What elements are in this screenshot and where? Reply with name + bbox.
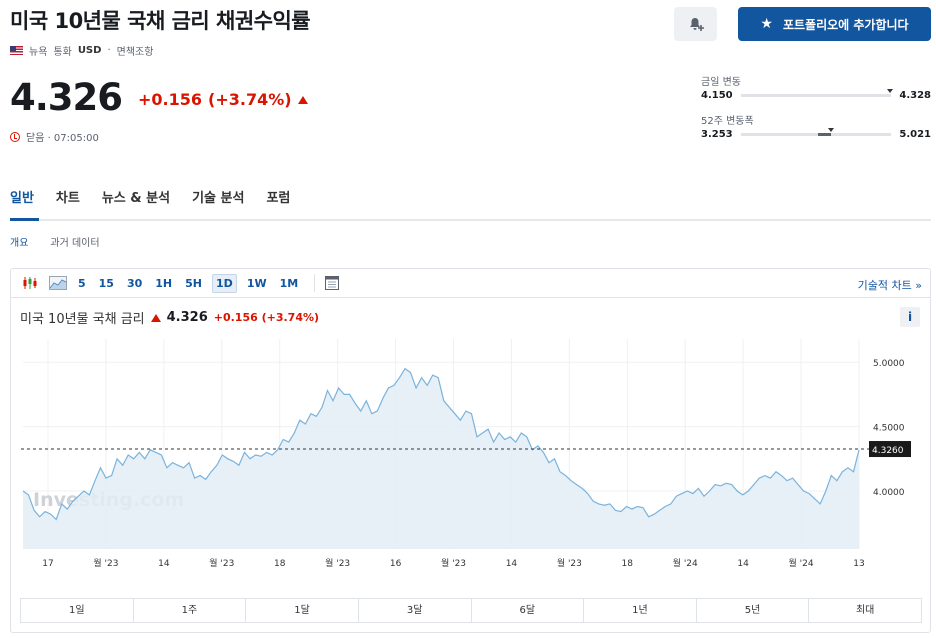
x-tick-label: 14 <box>158 559 170 569</box>
period-5[interactable]: 5 <box>78 276 86 290</box>
subtab-overview[interactable]: 개요 <box>10 238 29 249</box>
technical-chart-link[interactable]: 기술적 차트 » <box>857 279 922 292</box>
create-alert-button[interactable] <box>674 7 717 41</box>
x-tick-label: 월 '24 <box>673 557 698 569</box>
change-value: +0.156 <box>138 90 203 109</box>
range-1w[interactable]: 1주 <box>134 599 247 622</box>
y-tick-label: 5.0000 <box>873 359 905 369</box>
currency-label: 통화 <box>53 47 72 58</box>
x-tick-label: 월 '23 <box>209 557 234 569</box>
week52-range-label: 52주 변동폭 <box>701 116 754 127</box>
subtab-historical-data[interactable]: 과거 데이터 <box>50 238 100 249</box>
range-1d[interactable]: 1일 <box>21 599 134 622</box>
star-icon: ★ <box>760 16 773 32</box>
sub-tabs: 개요 과거 데이터 <box>10 234 100 249</box>
x-tick-label: 18 <box>274 559 286 569</box>
day-range-marker <box>886 89 893 93</box>
range-6m[interactable]: 6달 <box>472 599 585 622</box>
bell-plus-icon <box>689 18 704 31</box>
day-range-label: 금일 변동 <box>701 77 741 88</box>
instrument-meta: 뉴욕 통화 USD · 면책조항 <box>10 43 153 58</box>
week52-range-marker <box>828 128 835 132</box>
x-tick-label: 13 <box>853 559 864 569</box>
currency-value: USD <box>77 45 102 56</box>
tab-forum[interactable]: 포럼 <box>266 191 291 206</box>
x-tick-label: 17 <box>42 559 53 569</box>
tab-chart[interactable]: 차트 <box>55 191 80 206</box>
price-change: +0.156 (+3.74%) <box>138 90 308 109</box>
add-to-portfolio-button[interactable]: ★ 포트폴리오에 추가합니다 <box>738 7 931 41</box>
y-tick-label: 4.5000 <box>873 424 905 434</box>
tab-news-analysis[interactable]: 뉴스 & 분석 <box>101 191 171 206</box>
us-flag-icon <box>10 46 23 55</box>
week52-range-fill <box>817 133 832 136</box>
change-percent: (+3.74%) <box>208 90 292 109</box>
chart-change: +0.156 (+3.74%) <box>213 311 320 324</box>
price-chart[interactable]: 5.00004.50004.0000Investing.com4.326017월… <box>11 269 930 594</box>
day-range: 금일 변동 4.150 4.328 <box>701 73 931 101</box>
week52-range-bar <box>740 128 892 136</box>
day-low: 4.150 <box>701 90 733 101</box>
tabs-divider <box>10 219 931 221</box>
week52-high: 5.021 <box>899 129 931 140</box>
toolbar-separator <box>314 274 316 292</box>
period-1d[interactable]: 1D <box>212 273 237 293</box>
add-to-portfolio-label: 포트폴리오에 추가합니다 <box>782 17 909 32</box>
tab-general[interactable]: 일반 <box>10 191 34 206</box>
price-line <box>22 367 860 521</box>
calendar-icon[interactable] <box>321 273 343 293</box>
clock-icon <box>10 131 20 142</box>
range-1y[interactable]: 1년 <box>584 599 697 622</box>
period-1w[interactable]: 1W <box>246 276 267 290</box>
active-tab-indicator <box>10 218 39 221</box>
current-value-label: 4.3260 <box>872 446 904 456</box>
page-title: 미국 10년물 국채 금리 채권수익률 <box>10 9 311 33</box>
period-5h[interactable]: 5H <box>185 276 203 290</box>
region-label: 뉴욕 <box>29 47 48 58</box>
period-15[interactable]: 15 <box>98 276 114 290</box>
separator: · <box>107 45 111 56</box>
x-tick-label: 18 <box>622 559 634 569</box>
day-range-bar <box>740 89 893 97</box>
x-tick-label: 16 <box>390 559 402 569</box>
candlestick-icon[interactable] <box>19 273 41 293</box>
disclaimer-link[interactable]: 면책조항 <box>116 47 154 58</box>
week52-low: 3.253 <box>701 129 733 140</box>
x-tick-label: 월 '24 <box>789 557 814 569</box>
chart-header: 미국 10년물 국채 금리 4.326 +0.156 (+3.74%) <box>20 308 319 327</box>
current-value-tag <box>869 441 911 458</box>
chart-instrument-name: 미국 10년물 국채 금리 <box>20 312 145 327</box>
x-tick-label: 월 '23 <box>93 557 118 569</box>
day-high: 4.328 <box>899 90 931 101</box>
chart-last-value: 4.326 <box>166 310 208 325</box>
chart-toolbar: 5 15 30 1H 5H 1D 1W 1M 기술적 차트 » <box>11 269 930 298</box>
last-price: 4.326 <box>10 76 123 119</box>
range-selector: 1일 1주 1달 3달 6달 1년 5년 최대 <box>20 598 922 623</box>
main-tabs: 일반 차트 뉴스 & 분석 기술 분석 포럼 <box>10 187 290 206</box>
x-tick-label: 월 '23 <box>557 557 582 569</box>
info-icon[interactable]: i <box>900 307 920 327</box>
period-30[interactable]: 30 <box>126 276 143 290</box>
x-tick-label: 월 '23 <box>441 557 466 569</box>
x-tick-label: 월 '23 <box>325 557 350 569</box>
period-1h[interactable]: 1H <box>155 276 173 290</box>
market-status: 닫음 · 07:05:00 <box>10 129 99 144</box>
range-1m[interactable]: 1달 <box>246 599 359 622</box>
area-fill <box>23 368 859 549</box>
range-5y[interactable]: 5년 <box>697 599 810 622</box>
x-tick-label: 14 <box>506 559 518 569</box>
market-status-text: 닫음 · 07:05:00 <box>26 133 99 144</box>
x-tick-label: 14 <box>737 559 749 569</box>
range-max[interactable]: 최대 <box>855 605 875 616</box>
tab-technical[interactable]: 기술 분석 <box>192 191 245 206</box>
chart-panel: 5 15 30 1H 5H 1D 1W 1M 기술적 차트 » 미국 10년물 … <box>10 268 931 633</box>
week52-range: 52주 변동폭 3.253 5.021 <box>701 112 931 140</box>
area-chart-icon[interactable] <box>47 273 69 293</box>
period-1m[interactable]: 1M <box>279 276 299 290</box>
up-arrow-icon <box>150 313 161 322</box>
range-3m[interactable]: 3달 <box>359 599 472 622</box>
up-arrow-icon <box>297 95 308 104</box>
y-tick-label: 4.0000 <box>873 488 905 498</box>
